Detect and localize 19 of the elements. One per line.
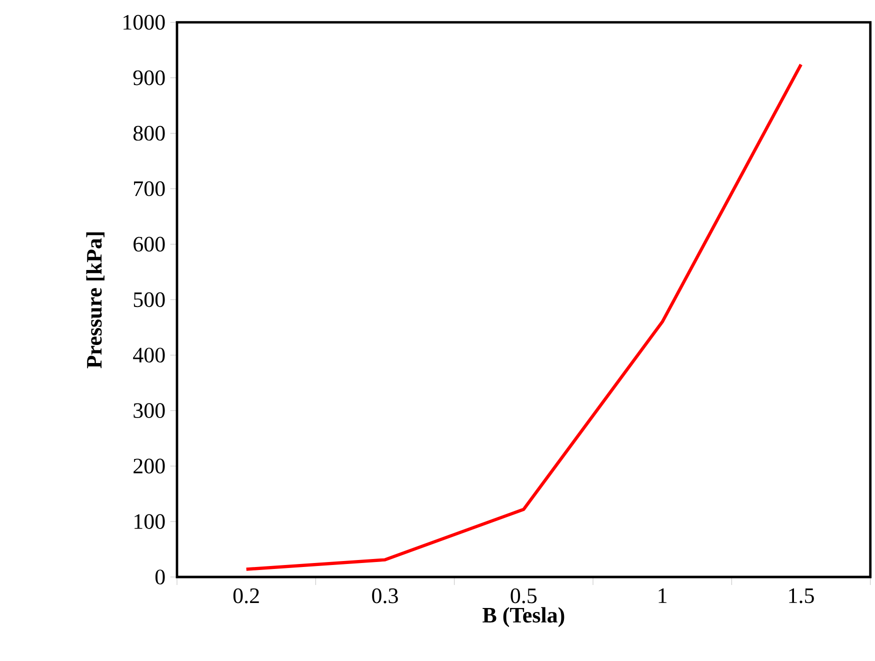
y-tick-label: 400 <box>133 348 165 363</box>
y-tick-label: 500 <box>134 292 165 308</box>
x-axis-title: B (Tesla) <box>482 607 564 628</box>
x-tick-label: 0.5 <box>510 588 537 604</box>
y-tick-label: 100 <box>134 514 165 529</box>
x-tick-label: 1.5 <box>789 588 814 604</box>
y-tick-label: 900 <box>133 70 165 86</box>
x-tick-label: 0.2 <box>233 588 259 604</box>
y-tick-label: 1000 <box>124 14 165 30</box>
y-tick-label: 800 <box>133 126 165 141</box>
line-series <box>244 62 803 571</box>
y-axis-title: Pressure [kPa] <box>86 232 104 368</box>
x-tick-label: 1 <box>658 588 667 603</box>
y-tick-label: 0 <box>155 570 165 584</box>
y-tick-label: 300 <box>134 403 165 418</box>
y-tick-label: 200 <box>134 458 165 474</box>
x-tick-label: 0.3 <box>372 588 398 604</box>
y-tick-label: 600 <box>134 236 165 252</box>
y-tick-label: 700 <box>134 181 165 196</box>
